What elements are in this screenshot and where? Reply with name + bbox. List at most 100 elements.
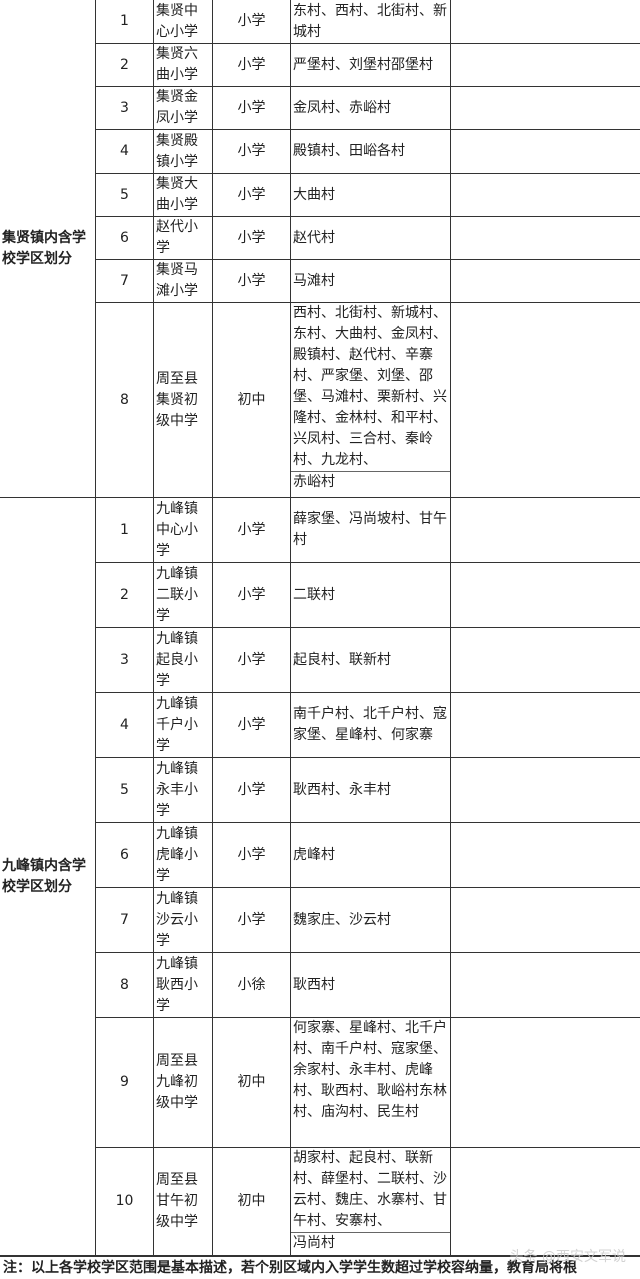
row-number: 1 (95, 497, 154, 563)
school-type: 小学 (212, 887, 291, 953)
villages-continued: 冯尚村 (291, 1232, 450, 1254)
school-name-text: 九峰镇中心小学 (156, 500, 198, 559)
empty-cell (450, 497, 640, 563)
school-type-text: 小徐 (237, 976, 266, 993)
table-row: 5 九峰镇永丰小学 小学 耿西村、永丰村 (0, 757, 640, 823)
row-number-text: 6 (120, 229, 129, 246)
villages-text: 二联村 (293, 586, 335, 603)
row-number-text: 8 (120, 391, 129, 408)
villages: 马滩村 (290, 259, 451, 303)
row-number-text: 7 (120, 272, 129, 289)
school-name-text: 集贤殿镇小学 (156, 132, 198, 170)
school-name: 周至县甘午初级中学 (153, 1147, 213, 1256)
school-name-text: 周至县集贤初级中学 (156, 370, 198, 429)
school-type: 初中 (212, 302, 291, 498)
school-type-text: 小学 (237, 521, 266, 538)
table-row: 4 集贤殿镇小学 小学 殿镇村、田峪各村 (0, 129, 640, 174)
villages-text: 薛家堡、冯尚坡村、甘午村 (293, 511, 447, 548)
school-name: 九峰镇中心小学 (153, 497, 213, 563)
empty-cell (450, 692, 640, 758)
empty-cell (450, 1147, 640, 1256)
school-name: 九峰镇永丰小学 (153, 757, 213, 823)
table-row: 8 周至县集贤初级中学 初中 西村、北街村、新城村、东村、大曲村、金凤村、殿镇村、赵代… (0, 302, 640, 498)
row-number: 3 (95, 86, 154, 130)
row-number-text: 9 (120, 1074, 129, 1090)
villages-text: 严堡村、刘堡村邵堡村 (293, 56, 433, 73)
school-type-text: 小学 (237, 272, 266, 289)
school-type: 小学 (212, 129, 291, 174)
school-type-text: 小学 (237, 846, 266, 863)
table-row: 6 九峰镇虎峰小学 小学 虎峰村 (0, 822, 640, 888)
table-row: 6 赵代小学 小学 赵代村 (0, 216, 640, 260)
school-name: 九峰镇千户小学 (153, 692, 213, 758)
row-number: 9 (95, 1017, 154, 1148)
district-cell: 九峰镇内含学校学区划分 (0, 497, 96, 1256)
footnote: 注：以上各学校学区范围是基本描述，若个别区域内入学学生数超过学校容纳量，教育局将… (0, 1256, 640, 1279)
villages-continued: 赤峪村 (291, 471, 450, 493)
school-name-text: 九峰镇耿西小学 (156, 955, 198, 1014)
school-type-text: 初中 (237, 1193, 266, 1209)
school-name: 周至县集贤初级中学 (153, 302, 213, 498)
villages-text: 虎峰村 (293, 846, 335, 863)
villages-text: 胡家村、起良村、联新村、薛堡村、二联村、沙云村、魏庄、水寨村、甘午村、安寨村、 (293, 1150, 447, 1229)
school-name: 集贤殿镇小学 (153, 129, 213, 174)
row-number-text: 5 (120, 186, 129, 203)
villages-text: 耿西村、永丰村 (293, 781, 391, 798)
school-type: 小学 (212, 259, 291, 303)
villages-text: 魏家庄、沙云村 (293, 911, 391, 928)
empty-cell (450, 216, 640, 260)
row-number-text: 2 (120, 56, 129, 73)
school-type-text: 小学 (237, 143, 266, 159)
school-name-text: 周至县甘午初级中学 (156, 1172, 198, 1230)
school-type: 初中 (212, 1017, 291, 1148)
school-type: 小学 (212, 86, 291, 130)
villages: 胡家村、起良村、联新村、薛堡村、二联村、沙云村、魏庄、水寨村、甘午村、安寨村、冯… (290, 1147, 451, 1256)
school-name-text: 周至县九峰初级中学 (156, 1053, 198, 1111)
school-type-text: 小学 (237, 716, 266, 733)
row-number-text: 4 (120, 716, 129, 733)
school-type: 小学 (212, 173, 291, 217)
row-number-text: 7 (120, 911, 129, 928)
table-row: 10 周至县甘午初级中学 初中 胡家村、起良村、联新村、薛堡村、二联村、沙云村、魏庄、… (0, 1147, 640, 1256)
school-name-text: 九峰镇虎峰小学 (156, 825, 198, 884)
school-name: 集贤六曲小学 (153, 43, 213, 87)
table-row: 2 集贤六曲小学 小学 严堡村、刘堡村邵堡村 (0, 43, 640, 87)
table-row: 3 九峰镇起良小学 小学 起良村、联新村 (0, 627, 640, 693)
villages: 耿西村 (290, 952, 451, 1018)
school-type-text: 小学 (237, 911, 266, 928)
empty-cell (450, 86, 640, 130)
row-number-text: 1 (120, 13, 129, 29)
school-name-text: 赵代小学 (156, 219, 198, 256)
row-number: 6 (95, 216, 154, 260)
school-type: 小学 (212, 43, 291, 87)
school-name-text: 九峰镇沙云小学 (156, 890, 198, 949)
school-type: 小学 (212, 692, 291, 758)
school-type-text: 小学 (237, 229, 266, 246)
school-name: 赵代小学 (153, 216, 213, 260)
school-type-text: 小学 (237, 13, 266, 29)
school-name-text: 集贤六曲小学 (156, 46, 198, 83)
row-number: 8 (95, 302, 154, 498)
table-row: 集贤镇内含学校学区划分 1 集贤中心小学 小学 东村、西村、北街村、新城村 (0, 0, 640, 498)
school-name: 集贤金凤小学 (153, 86, 213, 130)
school-name-text: 集贤大曲小学 (156, 176, 198, 213)
school-name-text: 集贤中心小学 (156, 2, 198, 40)
villages: 南千户村、北千户村、寇家堡、星峰村、何家寨 (290, 692, 451, 758)
row-number: 5 (95, 757, 154, 823)
row-number: 7 (95, 887, 154, 953)
table-row: 5 集贤大曲小学 小学 大曲村 (0, 173, 640, 217)
table-row: 九峰镇内含学校学区划分 1 九峰镇中心小学 小学 薛家堡、冯尚坡村、甘午村 (0, 497, 640, 1256)
school-name-text: 九峰镇二联小学 (156, 565, 198, 624)
school-type: 小学 (212, 497, 291, 563)
villages: 西村、北街村、新城村、东村、大曲村、金凤村、殿镇村、赵代村、辛寨村、严家堡、刘堡… (290, 302, 451, 498)
empty-cell (450, 627, 640, 693)
school-type-text: 小学 (237, 186, 266, 203)
table-row: 3 集贤金凤小学 小学 金凤村、赤峪村 (0, 86, 640, 130)
empty-cell (450, 129, 640, 174)
villages: 起良村、联新村 (290, 627, 451, 693)
school-type-text: 小学 (237, 651, 266, 668)
villages: 耿西村、永丰村 (290, 757, 451, 823)
school-name-text: 九峰镇起良小学 (156, 630, 198, 689)
school-name: 九峰镇沙云小学 (153, 887, 213, 953)
school-type-text: 初中 (237, 391, 266, 408)
